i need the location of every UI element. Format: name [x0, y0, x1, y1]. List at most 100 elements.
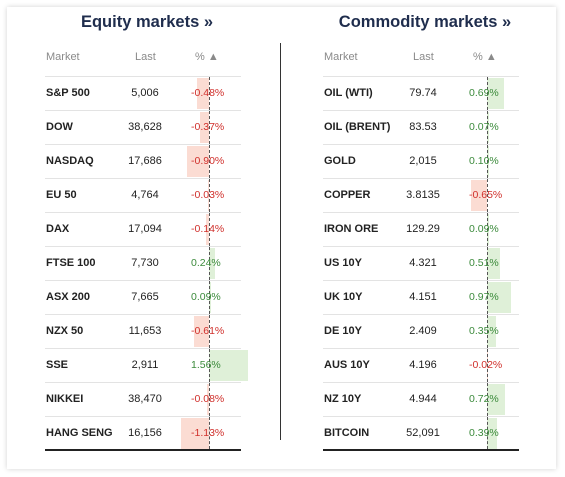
- table-row[interactable]: GOLD 2,015 0.10%: [323, 144, 519, 178]
- market-name: EU 50: [46, 189, 77, 201]
- last-value: 52,091: [406, 427, 440, 439]
- table-row[interactable]: NZ 10Y 4.944 0.72%: [323, 382, 519, 416]
- zero-line: [487, 383, 488, 416]
- market-name: DE 10Y: [324, 325, 362, 337]
- market-name: ASX 200: [46, 291, 91, 303]
- negative-change-bar: [186, 146, 209, 177]
- market-name: UK 10Y: [324, 291, 363, 303]
- panel-divider: [280, 43, 281, 440]
- table-row[interactable]: DOW 38,628 -0.37%: [45, 110, 241, 144]
- column-header-market[interactable]: Market: [324, 51, 358, 63]
- table-row[interactable]: US 10Y 4.321 0.51%: [323, 246, 519, 280]
- zero-line: [209, 349, 210, 382]
- table-row[interactable]: BITCOIN 52,091 0.39%: [323, 416, 519, 451]
- equity-table-header: Market Last % ▲: [45, 51, 241, 69]
- market-name: S&P 500: [46, 87, 90, 99]
- pct-change: -0.48%: [191, 87, 225, 99]
- table-row[interactable]: FTSE 100 7,730 0.24%: [45, 246, 241, 280]
- equity-table: S&P 500 5,006 -0.48% DOW 38,628 -0.37% NASDAQ 1…: [45, 76, 248, 451]
- pct-change: 0.35%: [469, 325, 499, 337]
- market-name: HANG SENG: [46, 427, 113, 439]
- market-name: NASDAQ: [46, 155, 94, 167]
- markets-card: Equity markets » Market Last % ▲ S&P 500…: [7, 7, 556, 469]
- zero-line: [209, 417, 210, 449]
- pct-change: 0.69%: [469, 87, 499, 99]
- table-row[interactable]: COPPER 3.8135 -0.65%: [323, 178, 519, 212]
- zero-line: [487, 247, 488, 280]
- zero-line: [487, 349, 488, 382]
- positive-change-bar: [487, 248, 500, 279]
- negative-change-bar: [199, 112, 209, 143]
- last-value: 17,686: [128, 155, 162, 167]
- zero-line: [487, 145, 488, 178]
- pct-change: -0.03%: [191, 189, 225, 201]
- column-header-last[interactable]: Last: [413, 51, 434, 63]
- market-name: GOLD: [324, 155, 356, 167]
- last-value: 4,764: [131, 189, 159, 201]
- zero-line: [209, 145, 210, 178]
- pct-change: -0.90%: [191, 155, 225, 167]
- negative-change-bar: [193, 316, 209, 347]
- market-name: DOW: [46, 121, 73, 133]
- pct-change: 0.07%: [469, 121, 499, 133]
- table-row[interactable]: HANG SENG 16,156 -1.13%: [45, 416, 241, 451]
- last-value: 4.321: [409, 257, 437, 269]
- last-value: 129.29: [406, 223, 440, 235]
- column-header-last[interactable]: Last: [135, 51, 156, 63]
- table-row[interactable]: UK 10Y 4.151 0.97%: [323, 280, 519, 314]
- last-value: 4.944: [409, 393, 437, 405]
- positive-change-bar: [487, 146, 490, 177]
- zero-line: [209, 315, 210, 348]
- table-row[interactable]: OIL (BRENT) 83.53 0.07%: [323, 110, 519, 144]
- table-row[interactable]: ASX 200 7,665 0.09%: [45, 280, 241, 314]
- positive-change-bar: [487, 282, 512, 313]
- pct-change: -0.61%: [191, 325, 225, 337]
- column-header-pct[interactable]: % ▲: [195, 51, 219, 63]
- table-row[interactable]: S&P 500 5,006 -0.48%: [45, 76, 241, 110]
- last-value: 2,015: [409, 155, 437, 167]
- positive-change-bar: [487, 384, 505, 415]
- table-row[interactable]: AUS 10Y 4.196 -0.02%: [323, 348, 519, 382]
- zero-line: [209, 247, 210, 280]
- last-value: 4.151: [409, 291, 437, 303]
- table-row[interactable]: NASDAQ 17,686 -0.90%: [45, 144, 241, 178]
- positive-change-bar: [209, 282, 212, 313]
- table-row[interactable]: SSE 2,911 1.56%: [45, 348, 248, 382]
- positive-change-bar: [487, 78, 505, 109]
- negative-change-bar: [208, 180, 209, 211]
- table-row[interactable]: NZX 50 11,653 -0.61%: [45, 314, 241, 348]
- table-row[interactable]: IRON ORE 129.29 0.09%: [323, 212, 519, 246]
- pct-change: 1.56%: [191, 359, 221, 371]
- table-row[interactable]: OIL (WTI) 79.74 0.69%: [323, 76, 519, 110]
- zero-line: [487, 111, 488, 144]
- table-row[interactable]: NIKKEI 38,470 -0.08%: [45, 382, 241, 416]
- table-row[interactable]: DE 10Y 2.409 0.35%: [323, 314, 519, 348]
- last-value: 38,628: [128, 121, 162, 133]
- negative-change-bar: [197, 78, 209, 109]
- table-row[interactable]: EU 50 4,764 -0.03%: [45, 178, 241, 212]
- last-value: 83.53: [409, 121, 437, 133]
- pct-change: 0.09%: [469, 223, 499, 235]
- pct-change: -0.02%: [469, 359, 503, 371]
- commodity-title-link[interactable]: Commodity markets »: [338, 13, 512, 31]
- market-name: OIL (BRENT): [324, 121, 391, 133]
- market-name: FTSE 100: [46, 257, 96, 269]
- positive-change-bar: [487, 316, 496, 347]
- commodity-table-header: Market Last % ▲: [323, 51, 519, 69]
- zero-line: [209, 281, 210, 314]
- zero-line: [487, 281, 488, 314]
- positive-change-bar: [209, 350, 248, 381]
- zero-line: [209, 111, 210, 144]
- last-value: 17,094: [128, 223, 162, 235]
- pct-change: -1.13%: [191, 427, 225, 439]
- pct-change: 0.97%: [469, 291, 499, 303]
- last-value: 38,470: [128, 393, 162, 405]
- equity-title-link[interactable]: Equity markets »: [80, 13, 214, 31]
- market-name: US 10Y: [324, 257, 362, 269]
- table-row[interactable]: DAX 17,094 -0.14%: [45, 212, 241, 246]
- zero-line: [209, 383, 210, 416]
- column-header-market[interactable]: Market: [46, 51, 80, 63]
- market-name: AUS 10Y: [324, 359, 370, 371]
- positive-change-bar: [487, 214, 490, 245]
- column-header-pct[interactable]: % ▲: [473, 51, 497, 63]
